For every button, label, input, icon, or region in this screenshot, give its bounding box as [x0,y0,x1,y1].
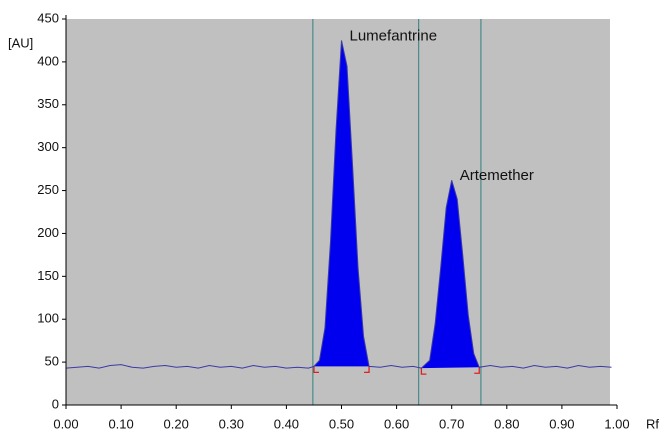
x-tick-label: 0.00 [53,416,78,431]
y-tick-label: 250 [37,182,59,197]
x-tick-label: 0.20 [164,416,189,431]
x-tick-label: 0.30 [219,416,244,431]
y-tick-label: 400 [37,53,59,68]
x-tick-label: 0.10 [108,416,133,431]
x-tick-label: 0.60 [384,416,409,431]
y-tick-label: 200 [37,225,59,240]
x-axis-label: Rf [646,416,659,431]
y-tick-label: 450 [37,10,59,25]
trace [65,40,612,369]
x-tick-label: 0.50 [329,416,354,431]
x-tick-label: 0.40 [274,416,299,431]
y-tick-label: 300 [37,139,59,154]
y-tick-label: 50 [45,354,59,369]
peak-label: Artemether [460,167,534,184]
y-tick-label: 150 [37,268,59,283]
y-tick-label: 100 [37,311,59,326]
integration-bracket [420,368,427,375]
y-tick-label: 350 [37,96,59,111]
integration-bracket [364,366,370,374]
x-tick-label: 0.80 [494,416,519,431]
x-tick-label: 0.70 [439,416,464,431]
peak-label: Lumefantrine [350,27,438,44]
integration-bracket [474,367,480,374]
y-tick-label: 0 [52,396,59,411]
x-tick-label: 0.90 [549,416,574,431]
x-tick-label: 1.00 [604,416,629,431]
integration-bracket [313,366,319,374]
y-axis-label: [AU] [8,35,33,50]
